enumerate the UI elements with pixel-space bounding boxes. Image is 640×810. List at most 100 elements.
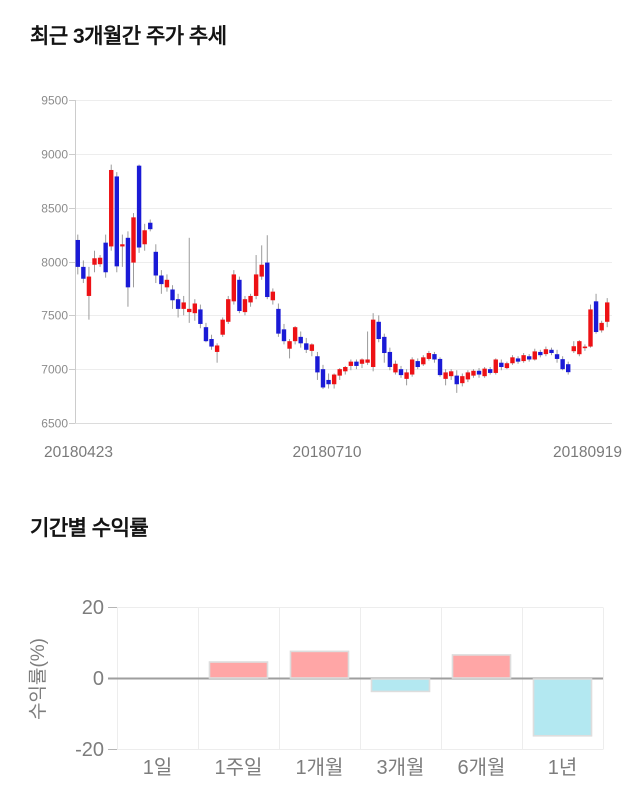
return-bar	[289, 650, 350, 679]
candle-body	[298, 336, 303, 344]
candle-body	[454, 375, 459, 385]
price-chart-title: 최근 3개월간 주가 추세	[30, 25, 227, 48]
candle-body	[242, 299, 248, 313]
candle-body	[331, 374, 337, 385]
x-category-label: 1개월	[296, 756, 344, 779]
return-bar	[532, 678, 593, 737]
candle-body	[571, 346, 576, 352]
candle-body	[192, 303, 198, 314]
candle-body	[103, 242, 108, 273]
candle-body	[504, 363, 510, 369]
candle-body	[532, 351, 537, 360]
candle-body	[460, 376, 465, 384]
x-tick-label: 20180710	[293, 444, 362, 461]
price-candlestick-chart: 9500 9000 8500 8000 7500 7000 6500 20180423 2018…	[41, 94, 622, 462]
returns-bar-chart: 20 0 -20 1일 1주일 1개월 3개월 6개월 1년 수익률(%)	[27, 597, 604, 779]
candle-body	[114, 176, 119, 267]
candle-body	[593, 301, 599, 333]
candle-body	[265, 262, 270, 298]
candle-body	[415, 361, 420, 368]
x-category-label: 1주일	[215, 756, 263, 779]
candle-body	[92, 258, 97, 265]
return-bar	[451, 654, 512, 679]
candle-body	[203, 327, 209, 342]
y-tick-label: 7000	[41, 363, 68, 377]
x-category-label: 6개월	[458, 756, 506, 779]
candle-body	[343, 367, 348, 372]
candle-body	[577, 341, 582, 355]
candle-body	[248, 295, 253, 303]
candle-body	[337, 369, 342, 376]
candle-body	[187, 308, 192, 313]
y-tick-label: 8500	[41, 202, 68, 216]
candle-body	[97, 257, 103, 265]
candle-body	[538, 351, 543, 356]
candle-body	[231, 274, 237, 302]
candle-body	[382, 336, 387, 354]
candle-body	[599, 322, 604, 331]
candle-body	[515, 358, 521, 362]
candle-body	[109, 169, 114, 247]
x-category-label: 1년	[548, 756, 578, 779]
candle-body	[605, 302, 610, 322]
candle-body	[482, 368, 487, 377]
candle-body	[164, 279, 170, 288]
y-tick-label: 9000	[41, 148, 68, 162]
candle-body	[315, 356, 320, 373]
candle-body	[465, 372, 471, 380]
y-tick-label: 20	[82, 597, 104, 619]
x-category-label: 1일	[143, 756, 173, 779]
candle-body	[170, 289, 175, 301]
candle-body	[120, 244, 125, 247]
y-tick-label: 7500	[41, 309, 68, 323]
candle-body	[370, 319, 376, 368]
candle-body	[259, 264, 264, 277]
candle-body	[387, 351, 393, 368]
x-category-label: 3개월	[377, 756, 425, 779]
candle-body	[365, 359, 370, 363]
candle-body	[214, 345, 220, 352]
candle-body	[159, 275, 164, 285]
y-tick-label: 6500	[41, 417, 68, 431]
candle-body	[253, 274, 259, 296]
candle-body	[499, 362, 504, 368]
candle-body	[281, 329, 287, 342]
y-tick-label: 8000	[41, 256, 68, 270]
candle-body	[81, 266, 86, 279]
candle-body	[448, 371, 454, 377]
candle-body	[292, 327, 298, 342]
candle-body	[560, 359, 565, 370]
candle-body	[270, 291, 276, 301]
candle-body	[220, 319, 225, 335]
return-bar	[370, 678, 431, 693]
candle-body	[354, 361, 359, 366]
candle-body	[153, 251, 159, 276]
candle-body	[175, 299, 181, 309]
candle-body	[487, 369, 493, 373]
candle-body	[142, 230, 147, 245]
candle-body	[359, 359, 365, 364]
candle-body	[426, 353, 432, 359]
candle-body	[276, 308, 281, 334]
candle-body	[209, 339, 214, 347]
candle-body	[582, 346, 588, 349]
candle-body	[510, 357, 515, 364]
candle-body	[198, 309, 203, 324]
candle-body	[432, 354, 437, 360]
candle-body	[376, 321, 381, 340]
candle-body	[348, 361, 354, 366]
candle-body	[86, 276, 92, 296]
candle-body	[421, 357, 426, 365]
candle-body	[526, 356, 532, 360]
x-tick-label: 20180919	[553, 444, 622, 461]
candle-body	[75, 239, 80, 267]
candle-body	[554, 354, 560, 359]
return-bar	[208, 661, 269, 679]
returns-chart-title: 기간별 수익률	[30, 517, 149, 540]
candle-body	[181, 302, 186, 309]
candle-body	[588, 309, 593, 347]
candle-body	[237, 279, 242, 312]
candle-body	[409, 359, 415, 375]
y-axis-title: 수익률(%)	[27, 638, 49, 720]
